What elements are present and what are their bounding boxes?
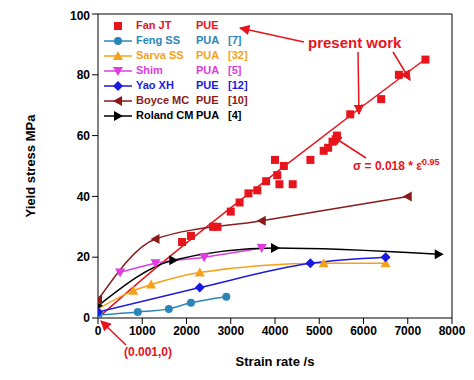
html-text:PUA: PUA — [196, 64, 220, 76]
html-text:[10]: [10] — [228, 94, 248, 106]
svg-text:4000: 4000 — [262, 324, 289, 338]
html-text:[12]: [12] — [228, 79, 248, 91]
html-text:Shim: Shim — [136, 64, 163, 76]
html-text:Feng SS: Feng SS — [136, 34, 180, 46]
html-text:PUE: PUE — [196, 94, 219, 106]
svg-text:5000: 5000 — [306, 324, 333, 338]
svg-text:20: 20 — [77, 250, 91, 264]
html-text:PUE: PUE — [196, 19, 219, 31]
svg-text:100: 100 — [70, 9, 90, 23]
svg-text:present work: present work — [308, 34, 402, 51]
html-text:[7]: [7] — [228, 34, 242, 46]
svg-text:6000: 6000 — [350, 324, 377, 338]
svg-text:Yield stress MPa: Yield stress MPa — [23, 114, 38, 218]
svg-text:40: 40 — [77, 190, 91, 204]
svg-text:Strain rate /s: Strain rate /s — [236, 354, 315, 369]
html-text:Yao XH: Yao XH — [136, 79, 174, 91]
svg-text:σ = 0.018 * ε̇0.95: σ = 0.018 * ε̇0.95 — [353, 157, 439, 173]
svg-text:8000: 8000 — [439, 324, 466, 338]
svg-text:80: 80 — [77, 68, 91, 82]
html-text:[32]: [32] — [228, 49, 248, 61]
svg-text:7000: 7000 — [394, 324, 421, 338]
html-text:Sarva SS: Sarva SS — [136, 49, 184, 61]
html-text:[5]: [5] — [228, 64, 242, 76]
html-text:PUE: PUE — [196, 79, 219, 91]
svg-text:0: 0 — [95, 324, 102, 338]
svg-text:60: 60 — [77, 129, 91, 143]
svg-text:0: 0 — [83, 311, 90, 325]
html-text:PUA: PUA — [196, 34, 220, 46]
svg-text:(0.001,0): (0.001,0) — [124, 345, 172, 359]
svg-text:3000: 3000 — [217, 324, 244, 338]
html-text:[4]: [4] — [228, 109, 242, 121]
svg-text:1000: 1000 — [129, 324, 156, 338]
svg-text:2000: 2000 — [173, 324, 200, 338]
html-text:PUA: PUA — [196, 49, 220, 61]
html-text:Fan JT: Fan JT — [136, 19, 172, 31]
html-text:Roland CM PUA: Roland CM PUA — [136, 109, 220, 121]
html-text:Boyce MC: Boyce MC — [136, 94, 190, 106]
